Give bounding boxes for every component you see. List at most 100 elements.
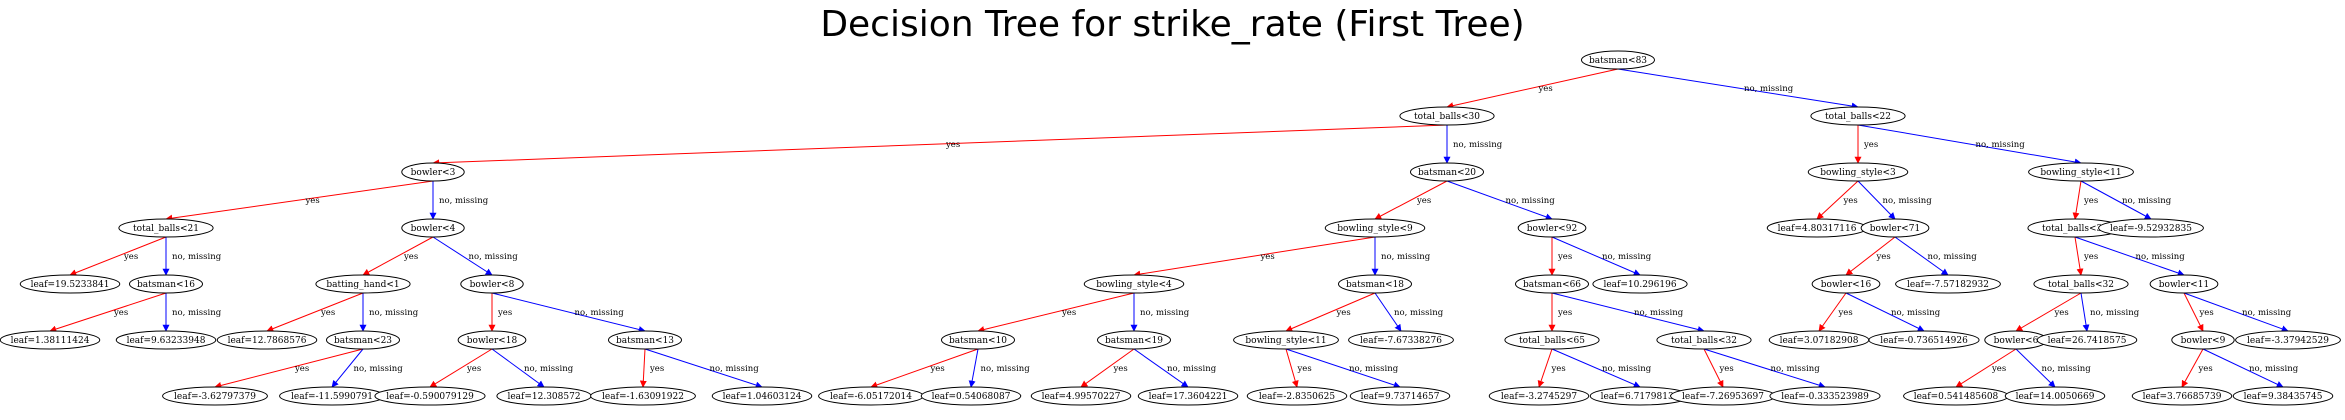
split-node: bowling_style<4 [1083, 274, 1185, 294]
node-label: leaf=9.63233948 [127, 336, 206, 346]
leaf-node: leaf=4.99570227 [1030, 386, 1132, 406]
edge-label-n43-n63: yes [2198, 364, 2213, 374]
node-label: leaf=19.5233841 [31, 280, 110, 290]
node-label: batsman<66 [1523, 280, 1581, 290]
edge-label-n13-n26: no, missing [2136, 252, 2186, 262]
node-label: batsman<83 [1589, 56, 1647, 66]
node-label: bowler<92 [1527, 224, 1577, 234]
edge-n35-n56 [1285, 348, 1401, 389]
leaf-node: leaf=14.0050669 [2004, 386, 2106, 406]
node-ellipse [1868, 330, 1980, 350]
split-node: bowler<16 [1811, 274, 1881, 294]
leaf-node: leaf=-7.26953697 [1670, 386, 1776, 406]
split-node: total_balls<21 [118, 218, 214, 238]
edge-n19-n33 [977, 292, 1135, 333]
edge-n32-n49 [639, 348, 647, 388]
edge-label-n23-n39: yes [1838, 308, 1853, 318]
node-ellipse [1410, 162, 1484, 182]
leaf-node: leaf=3.07182908 [1768, 330, 1870, 350]
node-label: leaf=-7.57182932 [1907, 280, 1989, 290]
edge-label-n31-n48: no, missing [524, 364, 574, 374]
edge-n43-n63 [2181, 348, 2204, 388]
node-ellipse [1233, 330, 1339, 350]
node-label: total_balls<21 [133, 224, 199, 234]
edge-n33-n51 [870, 348, 979, 389]
edge-label-n0-n2: no, missing [1744, 84, 1794, 94]
node-ellipse [608, 330, 682, 350]
node-ellipse [1860, 218, 1930, 238]
edge-n41-n62 [2015, 348, 2056, 388]
edge-label-n33-n52: no, missing [981, 364, 1031, 374]
node-label: bowling_style<11 [1245, 336, 1326, 346]
diagram-title: Decision Tree for strike_rate (First Tre… [820, 4, 1525, 45]
edge-n3-n7 [165, 180, 434, 222]
edge-label-n1-n4: no, missing [1453, 140, 1503, 150]
node-ellipse [1769, 386, 1881, 406]
leaf-node: leaf=19.5233841 [19, 274, 121, 294]
edge-n34-n53 [1080, 348, 1135, 388]
edge-n4-n9 [1374, 180, 1448, 220]
node-label: bowler<8 [470, 280, 515, 290]
edge-n5-n11 [1816, 180, 1859, 220]
node-ellipse [2235, 330, 2341, 350]
edge-label-n8-n18: no, missing [469, 252, 519, 262]
node-ellipse [1349, 386, 1451, 406]
node-ellipse [374, 386, 486, 406]
edge-label-n37-n57: yes [1551, 364, 1566, 374]
leaf-node: leaf=1.04603124 [711, 386, 813, 406]
leaf-node: leaf=0.541485608 [1903, 386, 2009, 406]
node-label: leaf=1.04603124 [723, 392, 802, 402]
edge-label-n5-n11: yes [1843, 196, 1858, 206]
node-ellipse [2098, 218, 2204, 238]
edge-label-n43-n64: no, missing [2249, 364, 2299, 374]
edge-label-n20-n36: no, missing [1394, 308, 1444, 318]
edge-label-n3-n8: no, missing [439, 196, 489, 206]
leaf-node: leaf=1.38111424 [0, 330, 101, 350]
edge-label-n20-n35: yes [1336, 308, 1351, 318]
node-label: leaf=-9.52932835 [2110, 224, 2192, 234]
node-label: leaf=26.7418575 [2048, 336, 2127, 346]
edge-label-n32-n50: no, missing [710, 364, 760, 374]
split-node: batsman<23 [326, 330, 400, 350]
edge-n38-n59 [1703, 348, 1724, 388]
split-node: total_balls<65 [1504, 330, 1600, 350]
edge-label-n37-n58: no, missing [1602, 364, 1652, 374]
edge-label-n9-n19: yes [1260, 252, 1275, 262]
edge-label-n25-n41: yes [2054, 308, 2069, 318]
edge-n0-n1 [1446, 68, 1619, 110]
node-label: batsman<18 [1346, 280, 1404, 290]
edge-label-n6-n13: yes [2083, 196, 2098, 206]
node-ellipse [2131, 386, 2233, 406]
edge-label-n6-n14: no, missing [2122, 196, 2172, 206]
split-node: total_balls<32 [1656, 330, 1752, 350]
edge-label-n34-n54: no, missing [1167, 364, 1217, 374]
split-node: bowler<18 [457, 330, 527, 350]
node-label: leaf=-3.62797379 [174, 392, 256, 402]
node-ellipse [2033, 274, 2129, 294]
split-node: batsman<19 [1097, 330, 1171, 350]
node-ellipse [118, 218, 214, 238]
edge-n26-n44 [2183, 292, 2289, 333]
node-ellipse [711, 386, 813, 406]
node-label: bowling_style<3 [1820, 168, 1896, 178]
node-label: batsman<20 [1418, 168, 1476, 178]
node-ellipse [216, 330, 318, 350]
node-label: total_balls<65 [1519, 336, 1585, 346]
edge-n13-n26 [2074, 236, 2185, 277]
node-ellipse [1810, 106, 1906, 126]
split-node: batsman<13 [608, 330, 682, 350]
edge-n12-n24 [1894, 236, 1949, 276]
edge-n32-n50 [644, 348, 763, 389]
node-ellipse [315, 274, 411, 294]
node-label: bowler<18 [467, 336, 518, 346]
node-ellipse [2004, 386, 2106, 406]
split-node: bowler<11 [2149, 274, 2219, 294]
node-label: leaf=-7.26953697 [1682, 392, 1764, 402]
edge-n37-n57 [1537, 348, 1553, 388]
edge-n0-n2 [1617, 68, 1859, 110]
leaf-node: leaf=4.80317116 [1766, 218, 1868, 238]
edge-n25-n42 [2080, 292, 2090, 332]
edge-n18-n32 [491, 292, 646, 333]
split-node: bowler<92 [1517, 218, 1587, 238]
leaf-node: leaf=3.76685739 [2131, 386, 2233, 406]
